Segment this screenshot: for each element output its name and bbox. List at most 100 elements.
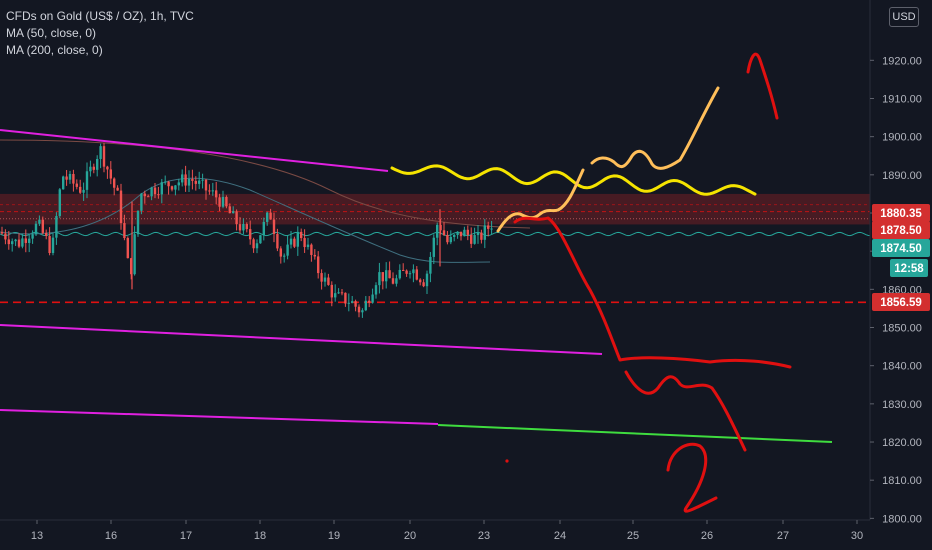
candle-body xyxy=(58,189,61,217)
candle-body xyxy=(412,269,415,274)
time-tick-label: 25 xyxy=(627,530,639,542)
candle-body xyxy=(11,241,14,245)
price-tick-label: 1920.00 xyxy=(882,55,922,67)
price-tick-label: 1810.00 xyxy=(882,475,922,487)
candle-body xyxy=(123,223,126,239)
yellow-wave-projection[interactable] xyxy=(390,164,757,196)
candle-body xyxy=(354,301,357,307)
candle-body xyxy=(320,273,323,282)
chart-legend: CFDs on Gold (US$ / OZ), 1h, TVC MA (50,… xyxy=(6,8,194,59)
time-tick-label: 16 xyxy=(105,530,117,542)
candle-body xyxy=(487,225,490,229)
candle-body xyxy=(283,255,286,257)
price-tick-label: 1800.00 xyxy=(882,513,922,525)
candle-body xyxy=(449,236,452,243)
price-tick-label: 1850.00 xyxy=(882,323,922,335)
candles xyxy=(0,142,493,318)
orange-bullish-path[interactable] xyxy=(496,86,720,233)
time-tick-label: 20 xyxy=(404,530,416,542)
candle-body xyxy=(310,244,313,255)
red-bearish-path-alt[interactable] xyxy=(624,370,747,452)
red-bearish-path[interactable] xyxy=(513,216,792,369)
candle-body xyxy=(201,179,204,181)
resistance-zone-layer xyxy=(0,193,870,225)
price-label-support-dashed: 1856.59 xyxy=(880,297,922,309)
candle-body xyxy=(232,211,235,214)
candle-body xyxy=(459,231,463,237)
trendline-upper[interactable] xyxy=(0,129,389,172)
time-tick-label: 26 xyxy=(701,530,713,542)
candle-body xyxy=(408,273,412,275)
candle-body xyxy=(286,244,289,256)
candle-body xyxy=(289,238,293,245)
candle-body xyxy=(85,171,89,190)
candle-body xyxy=(378,272,381,286)
price-label-box xyxy=(872,204,930,222)
trendline-lower[interactable] xyxy=(0,409,439,425)
currency-button[interactable]: USD xyxy=(889,7,919,27)
candle-body xyxy=(208,190,211,192)
candle-body xyxy=(96,158,99,170)
price-tick-label: 1820.00 xyxy=(882,437,922,449)
candle-body xyxy=(429,256,432,274)
candle-body xyxy=(300,231,303,239)
candle-body xyxy=(276,233,279,249)
red-number-two[interactable] xyxy=(666,442,718,513)
candle-body xyxy=(245,224,248,230)
candle-body xyxy=(456,231,459,235)
candle-body xyxy=(150,187,153,197)
candle-body xyxy=(174,185,177,190)
candle-body xyxy=(313,254,316,257)
resistance-zone xyxy=(0,193,870,225)
candle-body xyxy=(446,234,449,243)
candle-body xyxy=(269,212,272,220)
candle-body xyxy=(79,186,82,193)
candle-body xyxy=(252,239,255,249)
trendline-middle[interactable] xyxy=(0,324,603,355)
price-tick-label: 1910.00 xyxy=(882,93,922,105)
candle-body xyxy=(160,182,163,195)
candle-body xyxy=(7,239,10,245)
ma50-legend[interactable]: MA (50, close, 0) xyxy=(6,26,97,40)
candle-body xyxy=(28,238,31,243)
candle-body xyxy=(402,269,405,271)
candle-body xyxy=(242,224,245,231)
candle-body xyxy=(106,166,109,170)
candle-body xyxy=(218,197,221,207)
candle-body xyxy=(102,146,106,167)
ma50-line xyxy=(0,177,491,263)
time-tick-label: 13 xyxy=(31,530,43,542)
candle-body xyxy=(24,238,27,243)
candle-body xyxy=(75,183,78,187)
symbol-title[interactable]: CFDs on Gold (US$ / OZ), 1h, TVC xyxy=(6,9,194,23)
green-trendline[interactable] xyxy=(437,424,833,443)
time-tick-label: 18 xyxy=(254,530,266,542)
candle-body xyxy=(157,194,160,196)
price-label-resistance-dashed: 1880.35 xyxy=(880,208,922,220)
ma200-legend[interactable]: MA (200, close, 0) xyxy=(6,43,103,57)
candle-body xyxy=(327,277,330,285)
price-label-countdown: 12:58 xyxy=(894,263,924,275)
price-tick-label: 1840.00 xyxy=(882,361,922,373)
candle-body xyxy=(272,219,276,234)
candle-body xyxy=(181,174,184,183)
time-tick-label: 23 xyxy=(478,530,490,542)
candle-body xyxy=(344,292,347,304)
candle-body xyxy=(255,243,259,249)
candle-body xyxy=(45,232,48,236)
price-label-box xyxy=(872,239,930,257)
red-bullish-stroke[interactable] xyxy=(746,52,779,120)
candle-body xyxy=(374,285,378,295)
time-tick-label: 30 xyxy=(851,530,863,542)
candle-body xyxy=(68,173,72,180)
candle-body xyxy=(357,306,361,313)
candle-body xyxy=(337,292,340,294)
candle-body xyxy=(398,269,401,279)
candle-body xyxy=(419,279,422,283)
candle-body xyxy=(490,228,493,230)
candle-body xyxy=(228,206,231,214)
candle-body xyxy=(147,196,150,198)
candle-body xyxy=(215,190,218,198)
candle-body xyxy=(48,235,51,254)
